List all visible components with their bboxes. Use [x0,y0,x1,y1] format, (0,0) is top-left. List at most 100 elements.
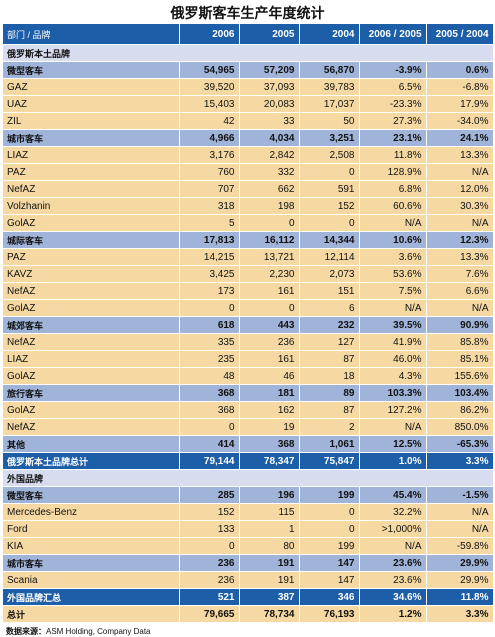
item-row: Volzhanin 318 198 152 60.6% 30.3% [3,197,494,215]
item-row: NefAZ 173 161 151 7.5% 6.6% [3,282,494,300]
row-label: PAZ [3,248,180,266]
value-2006: 0 [179,418,240,436]
value-2004: 2,508 [299,146,360,164]
row-label: LIAZ [3,350,180,368]
change-2005-2004: 85.8% [426,333,494,351]
value-2005: 46 [239,367,300,385]
value-2006: 618 [179,316,240,334]
change-2006-2005: 23.6% [359,554,427,572]
value-2004: 2,073 [299,265,360,283]
value-2006: 318 [179,197,240,215]
value-2006: 335 [179,333,240,351]
value-2004: 14,344 [299,231,360,249]
change-2006-2005: 1.0% [359,452,427,470]
value-2004: 591 [299,180,360,198]
value-2005: 0 [239,214,300,232]
value-2006: 79,665 [179,605,240,623]
change-2005-2004: 3.3% [426,452,494,470]
change-2006-2005: 45.4% [359,486,427,504]
value-2005: 662 [239,180,300,198]
change-2005-2004: 12.0% [426,180,494,198]
value-2005: 191 [239,554,300,572]
value-2004: 50 [299,112,360,130]
value-2005: 161 [239,350,300,368]
change-2005-2004: 11.8% [426,588,494,606]
value-2004: 75,847 [299,452,360,470]
change-2006-2005: 23.1% [359,129,427,147]
change-2005-2004: 30.3% [426,197,494,215]
value-2004: 0 [299,503,360,521]
row-label: 微型客车 [3,61,180,79]
group-row: 城郊客车 618 443 232 39.5% 90.9% [3,316,494,334]
change-2005-2004: -34.0% [426,112,494,130]
value-2006: 14,215 [179,248,240,266]
change-2006-2005: 11.8% [359,146,427,164]
change-2005-2004: N/A [426,214,494,232]
header-change-2005-2004: 2005 / 2004 [426,24,494,45]
value-2004: 89 [299,384,360,402]
value-2005: 20,083 [239,95,300,113]
value-2004: 76,193 [299,605,360,623]
item-row: Ford 133 1 0 >1,000% N/A [3,520,494,538]
change-2005-2004: 103.4% [426,384,494,402]
item-row: GolAZ 48 46 18 4.3% 155.6% [3,367,494,385]
change-2006-2005: 23.6% [359,571,427,589]
change-2005-2004: 850.0% [426,418,494,436]
item-row: NefAZ 0 19 2 N/A 850.0% [3,418,494,436]
value-2004: 127 [299,333,360,351]
value-2004: 12,114 [299,248,360,266]
group-row: 微型客车 54,965 57,209 56,870 -3.9% 0.6% [3,61,494,79]
row-label: UAZ [3,95,180,113]
value-2004: 0 [299,214,360,232]
value-2005: 13,721 [239,248,300,266]
value-2006: 760 [179,163,240,181]
change-2005-2004: 85.1% [426,350,494,368]
change-2006-2005: N/A [359,299,427,317]
value-2006: 42 [179,112,240,130]
row-label: 城市客车 [3,129,180,147]
value-2005: 191 [239,571,300,589]
subtotal-row: 外国品牌汇总 521 387 346 34.6% 11.8% [3,588,494,606]
item-row: NefAZ 707 662 591 6.8% 12.0% [3,180,494,198]
value-2004: 2 [299,418,360,436]
item-row: GAZ 39,520 37,093 39,783 6.5% -6.8% [3,78,494,96]
change-2006-2005: -23.3% [359,95,427,113]
value-2005: 2,230 [239,265,300,283]
value-2005: 387 [239,588,300,606]
value-2004: 6 [299,299,360,317]
value-2006: 236 [179,571,240,589]
row-label: 城际客车 [3,231,180,249]
value-2006: 707 [179,180,240,198]
value-2006: 173 [179,282,240,300]
row-label: GolAZ [3,299,180,317]
source-text: ASM Holding, Company Data [46,627,151,636]
item-row: LIAZ 3,176 2,842 2,508 11.8% 13.3% [3,146,494,164]
value-2004: 39,783 [299,78,360,96]
change-2006-2005: N/A [359,214,427,232]
row-label: ZIL [3,112,180,130]
row-label: KAVZ [3,265,180,283]
change-2006-2005: 1.2% [359,605,427,623]
item-row: UAZ 15,403 20,083 17,037 -23.3% 17.9% [3,95,494,113]
value-2004: 1,061 [299,435,360,453]
change-2005-2004: 6.6% [426,282,494,300]
change-2006-2005: 7.5% [359,282,427,300]
production-table: 部门 / 品牌 2006 2005 2004 2006 / 2005 2005 … [3,24,494,623]
value-2005: 0 [239,299,300,317]
row-label: KIA [3,537,180,555]
value-2005: 78,734 [239,605,300,623]
value-2006: 133 [179,520,240,538]
section-label: 俄罗斯本土品牌 [3,44,494,62]
item-row: GolAZ 5 0 0 N/A N/A [3,214,494,232]
value-2006: 79,144 [179,452,240,470]
row-label: 外国品牌汇总 [3,588,180,606]
value-2005: 115 [239,503,300,521]
change-2005-2004: 3.3% [426,605,494,623]
change-2005-2004: -6.8% [426,78,494,96]
change-2006-2005: 46.0% [359,350,427,368]
value-2005: 57,209 [239,61,300,79]
group-row: 城际客车 17,813 16,112 14,344 10.6% 12.3% [3,231,494,249]
row-label: GAZ [3,78,180,96]
change-2006-2005: 103.3% [359,384,427,402]
value-2006: 3,176 [179,146,240,164]
